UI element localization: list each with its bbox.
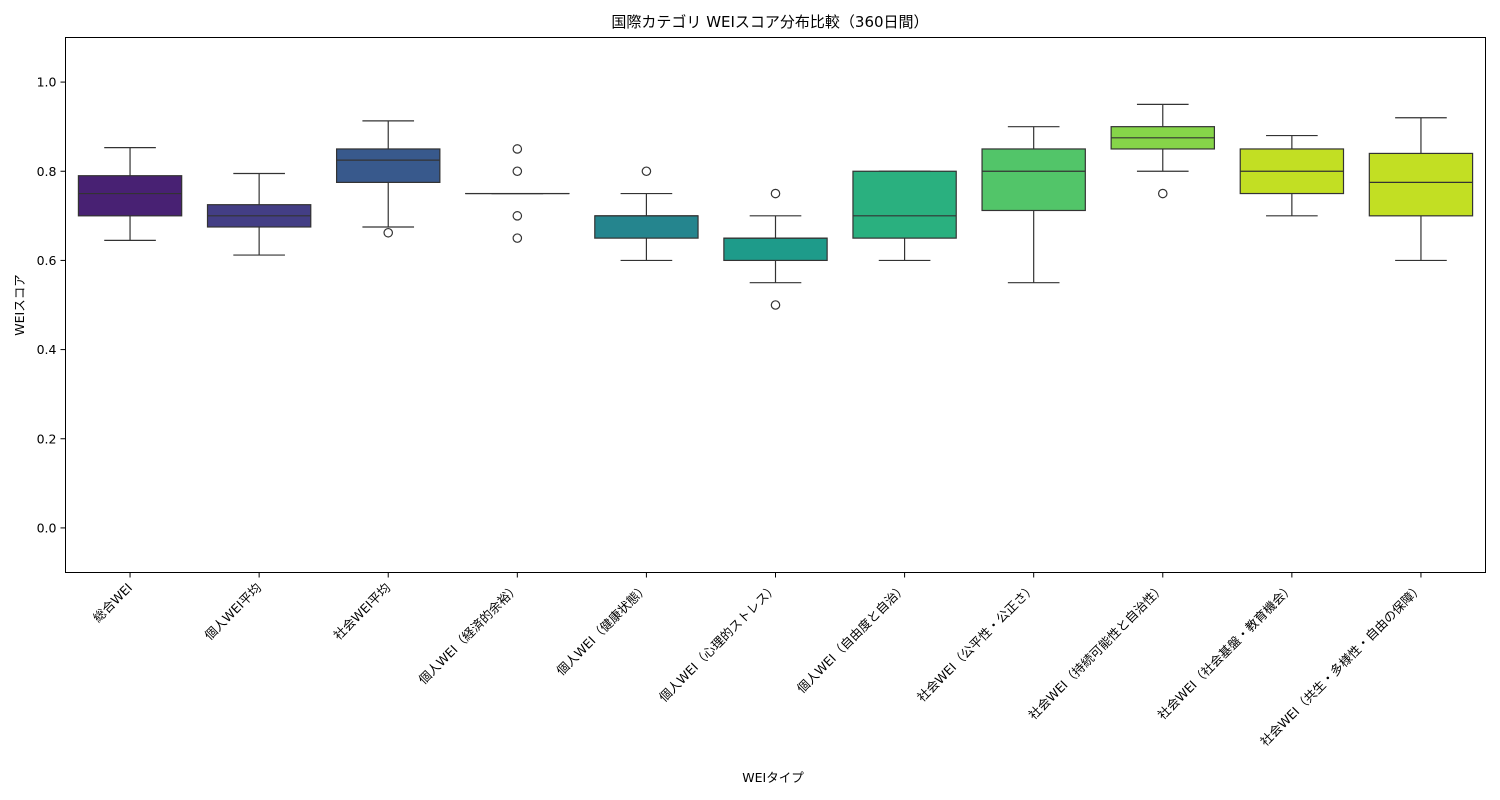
box-group [1110, 103, 1216, 199]
box-iqr [335, 148, 441, 183]
outlier-point [383, 227, 394, 238]
outlier-point [1157, 188, 1168, 199]
outlier-point [770, 188, 781, 199]
box-group [335, 120, 441, 238]
box-group [1368, 117, 1474, 262]
box-group [1239, 134, 1345, 217]
outlier-point [512, 233, 523, 243]
outlier-point [512, 166, 523, 177]
box-iqr [594, 215, 699, 239]
y-tick-label: 0.0 [37, 520, 57, 535]
y-tick-label: 0.6 [37, 253, 57, 268]
box-group [206, 172, 312, 256]
box-group [77, 147, 183, 241]
box-group [594, 166, 699, 262]
y-tick-label: 0.2 [37, 431, 57, 446]
box-group [465, 144, 570, 243]
y-axis-label: WEIスコア [12, 274, 27, 335]
plot-area [77, 103, 1474, 310]
box-group [723, 188, 828, 310]
outlier-point [770, 300, 781, 310]
outlier-point [641, 166, 652, 177]
outlier-point [512, 144, 523, 154]
outlier-point [512, 211, 523, 221]
y-tick-label: 0.4 [37, 342, 57, 357]
box-group [981, 126, 1086, 284]
box-iqr [852, 170, 957, 239]
box-iqr [1368, 152, 1474, 217]
box-iqr [723, 237, 828, 262]
x-axis-label: WEIタイプ [742, 770, 804, 785]
box-iqr [981, 148, 1086, 212]
y-axis: 0.0 0.2 0.4 0.6 0.8 1.0 [37, 75, 66, 535]
y-tick-label: 0.8 [37, 164, 57, 179]
box-group [852, 170, 957, 262]
box-iqr [77, 175, 183, 217]
y-tick-label: 1.0 [37, 75, 57, 90]
chart-title: 国際カテゴリ WEIスコア分布比較（360日間） [611, 13, 928, 31]
